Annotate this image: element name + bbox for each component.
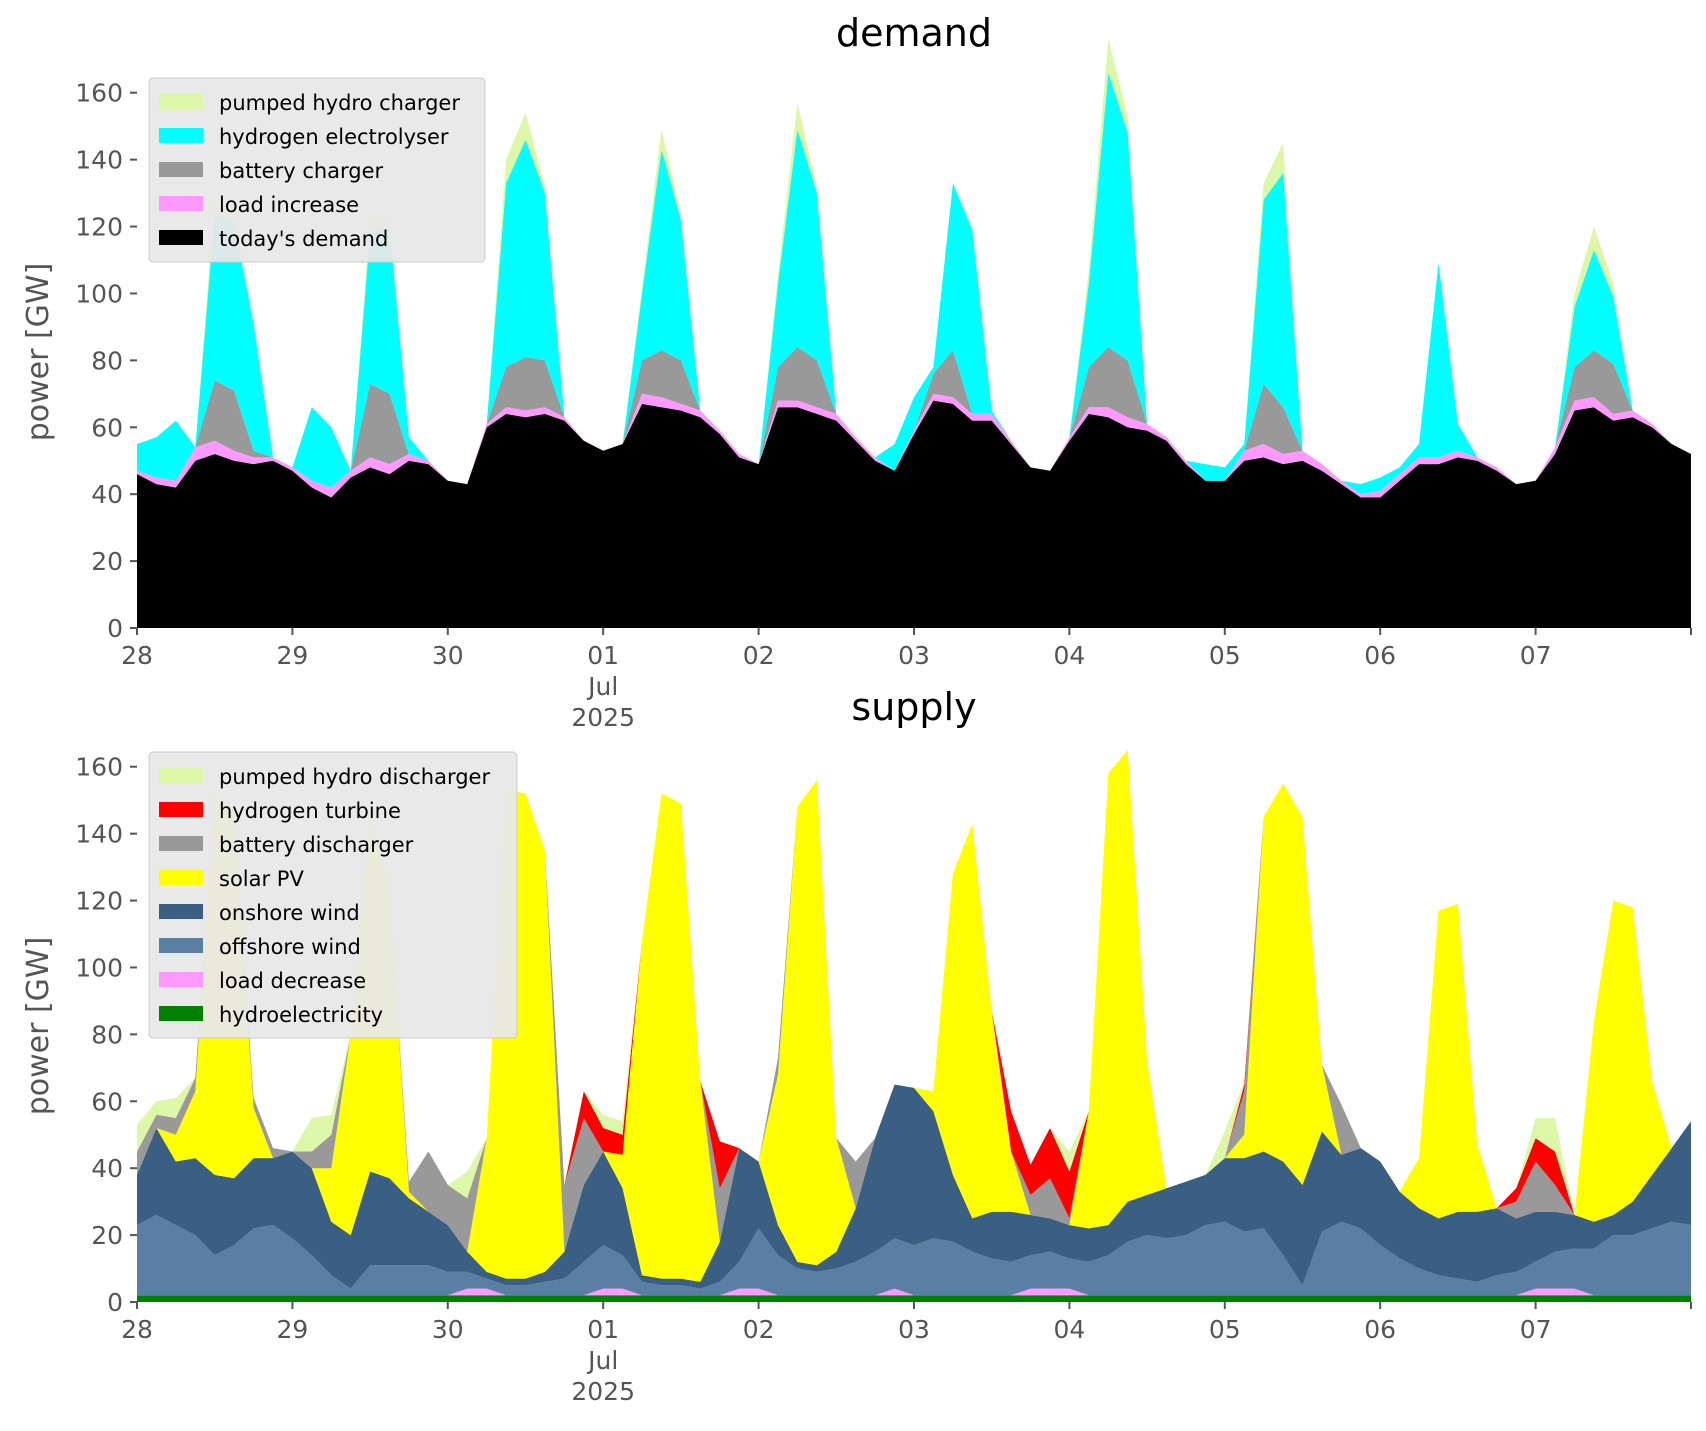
y-tick-label: 120 (75, 213, 123, 242)
legend: pumped hydro charger hydrogen electrolyse… (148, 77, 486, 263)
x-tick-sublabel: Jul (586, 672, 618, 701)
x-tick-label: 05 (1209, 641, 1241, 670)
x-tick-label: 06 (1364, 1315, 1396, 1344)
chart-title: demand (836, 11, 992, 55)
x-tick-label: 01 (587, 1315, 619, 1344)
y-tick-label: 60 (91, 413, 123, 442)
legend-swatch-battery-discharger (159, 836, 203, 851)
area-layers (137, 39, 1691, 628)
y-tick-label: 80 (91, 346, 123, 375)
x-tick-label: 28 (121, 641, 153, 670)
y-axis-label: power [GW] (21, 937, 56, 1116)
x-tick-sublabel: 2025 (571, 1377, 635, 1406)
x-tick-label: 30 (432, 641, 464, 670)
area-layers (137, 750, 1691, 1302)
area-today-s-demand (137, 400, 1691, 628)
x-tick-label: 04 (1053, 1315, 1085, 1344)
x-tick-label: 03 (898, 1315, 930, 1344)
y-tick-label: 160 (75, 79, 123, 108)
y-tick-label: 0 (107, 1288, 123, 1317)
y-tick-label: 0 (107, 614, 123, 643)
area-solar-pv (137, 750, 1691, 1282)
y-tick-label: 160 (75, 753, 123, 782)
legend-label: load decrease (219, 969, 366, 993)
legend-swatch-onshore-wind (159, 904, 203, 919)
legend-label: pumped hydro charger (219, 91, 460, 115)
x-tick-label: 29 (276, 1315, 308, 1344)
y-tick-label: 120 (75, 887, 123, 916)
legend-swatch-load-decrease (159, 972, 203, 987)
y-tick-label: 40 (91, 480, 123, 509)
y-tick-label: 100 (75, 279, 123, 308)
x-tick-label: 03 (898, 641, 930, 670)
legend-label: offshore wind (219, 935, 361, 959)
area-hydroelectricity (137, 1295, 1691, 1302)
legend-box (148, 751, 518, 1039)
y-tick-label: 60 (91, 1087, 123, 1116)
chart-title: supply (851, 685, 976, 729)
legend-label: battery discharger (219, 833, 414, 857)
legend-swatch-solar-pv (159, 870, 203, 885)
area-offshore-wind (137, 1215, 1691, 1296)
legend-label: battery charger (219, 159, 384, 183)
y-tick-label: 40 (91, 1154, 123, 1183)
x-tick-label: 30 (432, 1315, 464, 1344)
x-tick-label: 02 (743, 1315, 775, 1344)
x-tick-label: 06 (1364, 641, 1396, 670)
legend-swatch-hydrogen-turbine (159, 802, 203, 817)
y-tick-label: 100 (75, 953, 123, 982)
legend-swatch-pumped-hydro-discharger (159, 768, 203, 783)
x-tick-label: 05 (1209, 1315, 1241, 1344)
legend-label: solar PV (219, 867, 304, 891)
legend-swatch-today-s-demand (159, 230, 203, 245)
x-tick-label: 04 (1053, 641, 1085, 670)
legend: pumped hydro discharger hydrogen turbine b… (148, 751, 518, 1039)
legend-label: pumped hydro discharger (219, 765, 490, 789)
legend-label: today's demand (219, 227, 388, 251)
y-tick-label: 140 (75, 820, 123, 849)
x-tick-label: 02 (743, 641, 775, 670)
x-tick-label: 01 (587, 641, 619, 670)
legend-swatch-battery-charger (159, 162, 203, 177)
legend-swatch-hydrogen-electrolyser (159, 128, 203, 143)
legend-swatch-load-increase (159, 196, 203, 211)
legend-label: hydrogen electrolyser (219, 125, 449, 149)
x-tick-sublabel: 2025 (571, 703, 635, 732)
area-load-decrease (137, 1288, 1691, 1296)
legend-swatch-hydroelectricity (159, 1006, 203, 1021)
y-tick-label: 140 (75, 146, 123, 175)
area-hydrogen-electrolyser (137, 72, 1691, 495)
area-battery-discharger (137, 750, 1691, 1252)
legend-swatch-pumped-hydro-charger (159, 94, 203, 109)
x-tick-label: 28 (121, 1315, 153, 1344)
legend-label: hydroelectricity (219, 1003, 383, 1027)
legend-label: hydrogen turbine (219, 799, 401, 823)
y-tick-label: 80 (91, 1020, 123, 1049)
area-onshore-wind (137, 1084, 1691, 1289)
area-battery-charger (137, 347, 1691, 495)
x-tick-sublabel: Jul (586, 1346, 618, 1375)
legend-swatch-offshore-wind (159, 938, 203, 953)
y-tick-label: 20 (91, 547, 123, 576)
x-tick-label: 07 (1520, 1315, 1552, 1344)
y-axis-label: power [GW] (21, 263, 56, 442)
x-tick-label: 07 (1520, 641, 1552, 670)
x-tick-label: 29 (276, 641, 308, 670)
legend-label: onshore wind (219, 901, 360, 925)
y-tick-label: 20 (91, 1221, 123, 1250)
legend-label: load increase (219, 193, 359, 217)
legend-box (148, 77, 486, 263)
